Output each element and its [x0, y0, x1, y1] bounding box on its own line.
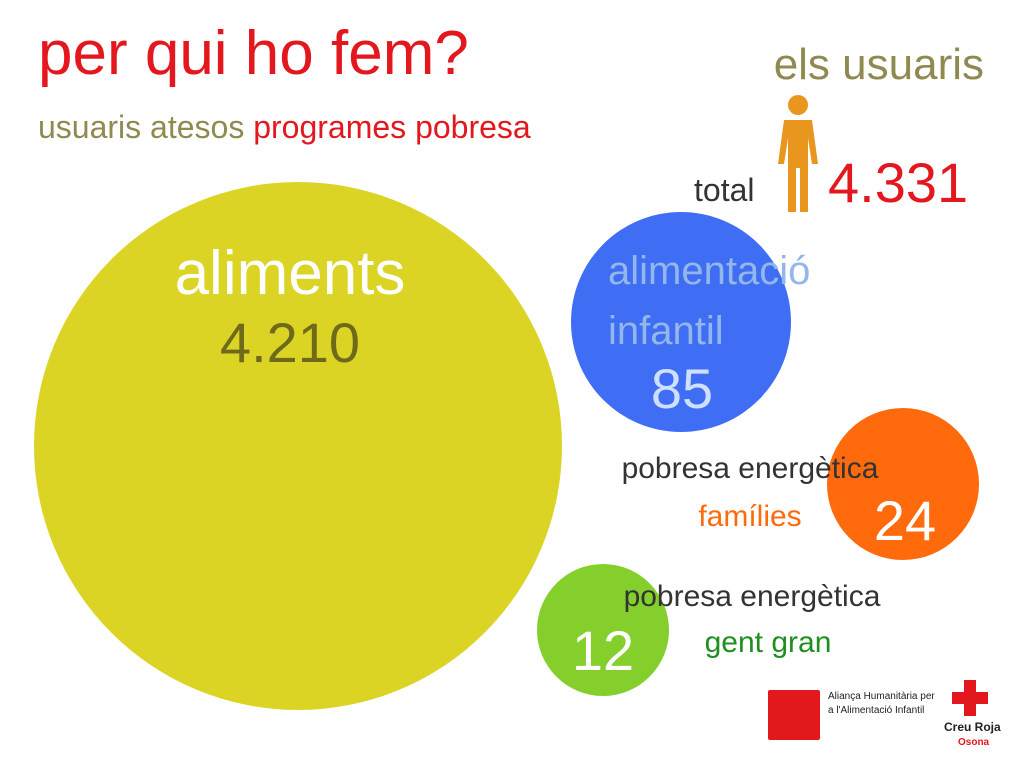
person-icon: [778, 95, 818, 212]
bubble-value-pobresa-energetica-families: 24: [874, 489, 936, 552]
total-label: total: [694, 172, 755, 208]
bubble-aliments: [34, 182, 562, 710]
bubble-sublabel-pobresa-energetica-families: famílies: [698, 500, 801, 533]
subtitle-part2: programes pobresa: [253, 109, 531, 145]
users-heading: els usuaris: [773, 40, 984, 89]
alianca-text: Aliança Humanitària per a l'Alimentació …: [828, 691, 935, 716]
page-subtitle: usuaris atesos programes pobresa: [38, 108, 531, 146]
bubble-value-alimentacio-infantil: 85: [651, 357, 713, 420]
bubble-label-aliments: aliments: [175, 239, 406, 308]
alianca-logo: [768, 690, 820, 740]
bubble-label-alimentacio-infantil: alimentació: [608, 249, 810, 293]
bubble-alimentacio-infantil: [571, 212, 791, 432]
creu-roja-name: Creu Roja: [944, 720, 1001, 734]
bubble-sublabel-pobresa-energetica-gent-gran: gent gran: [705, 626, 832, 659]
bubble-pobresa-energetica-families: [827, 408, 979, 560]
bubble-value-pobresa-energetica-gent-gran: 12: [572, 619, 634, 682]
creu-roja-sub: Osona: [958, 737, 990, 748]
bubble-sublabel-alimentacio-infantil: infantil: [608, 309, 724, 353]
total-value: 4.331: [828, 151, 969, 214]
page-title: per qui ho fem?: [38, 19, 469, 88]
subtitle-part1: usuaris atesos: [38, 109, 245, 145]
bubble-label-pobresa-energetica-families: pobresa energètica: [622, 452, 879, 485]
bubble-pobresa-energetica-gent-gran: [537, 564, 669, 696]
red-cross-icon: [952, 680, 988, 716]
bubble-value-aliments: 4.210: [220, 311, 360, 374]
bubble-label-pobresa-energetica-gent-gran: pobresa energètica: [624, 580, 881, 613]
